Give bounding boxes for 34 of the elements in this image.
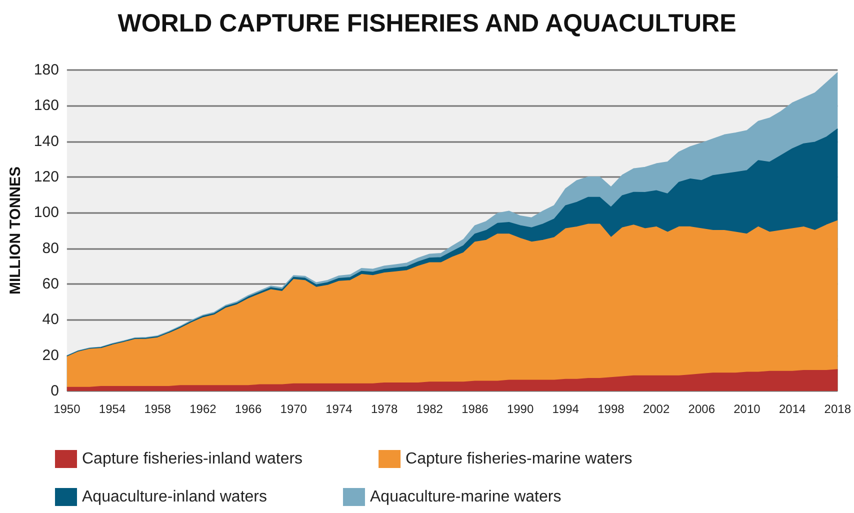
x-tick-label: 2002 — [642, 402, 670, 416]
y-tick-label: 180 — [34, 62, 59, 78]
legend-label: Aquaculture-marine waters — [370, 488, 562, 506]
y-tick-label: 40 — [42, 311, 59, 328]
y-tick-label: 60 — [42, 276, 59, 292]
x-tick-label: 1998 — [598, 402, 625, 416]
x-tick-label: 1954 — [98, 402, 126, 416]
y-tick-label: 120 — [34, 168, 59, 186]
legend-label: Aquaculture-inland waters — [82, 488, 267, 506]
y-tick-label: 160 — [34, 97, 59, 114]
x-tick-label: 1958 — [144, 402, 172, 416]
x-tick-label: 1966 — [234, 402, 262, 416]
y-tick-label: 140 — [34, 132, 59, 150]
y-tick-label: 80 — [42, 240, 59, 257]
x-tick-label: 1990 — [506, 402, 534, 416]
y-axis-title: MILLION TONNES — [7, 166, 24, 295]
legend-label: Capture fisheries-inland waters — [82, 450, 303, 468]
x-tick-label: 1982 — [416, 402, 444, 416]
x-tick-label: 2010 — [734, 402, 761, 416]
x-tick-label: 1970 — [280, 402, 308, 416]
x-tick-label: 1974 — [326, 402, 353, 416]
y-tick-label: 0 — [50, 382, 59, 400]
legend-label: Capture fisheries-marine waters — [406, 450, 632, 468]
x-tick-label: 1978 — [370, 402, 398, 416]
x-tick-label: 2018 — [824, 402, 852, 416]
x-tick-label: 2006 — [688, 402, 716, 416]
y-tick-label: 20 — [42, 346, 59, 364]
x-tick-label: 1950 — [54, 402, 81, 416]
chart-title: WORLD CAPTURE FISHERIES AND AQUACULTURE — [118, 10, 736, 38]
y-tick-label: 100 — [34, 204, 59, 222]
x-tick-label: 1994 — [552, 402, 580, 416]
x-tick-label: 2014 — [778, 402, 806, 416]
x-tick-label: 1986 — [462, 402, 489, 416]
x-tick-label: 1962 — [190, 402, 217, 416]
